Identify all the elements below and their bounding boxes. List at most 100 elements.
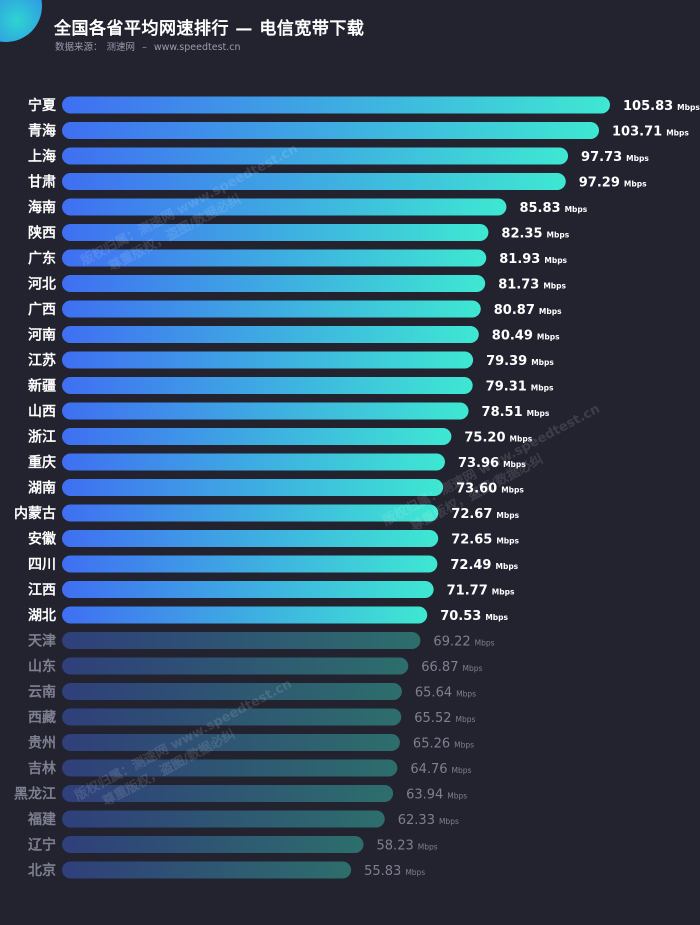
bar bbox=[62, 657, 409, 675]
bar bbox=[62, 122, 600, 139]
bar bbox=[62, 581, 434, 598]
value-number: 80.87 bbox=[494, 303, 535, 318]
bar bbox=[62, 606, 428, 624]
bar bbox=[62, 861, 352, 879]
value-number: 79.39 bbox=[486, 354, 527, 369]
category-label: 河南 bbox=[28, 327, 56, 344]
value-unit: Mbps bbox=[475, 639, 495, 648]
value-number: 72.49 bbox=[450, 558, 491, 573]
value-number: 71.77 bbox=[447, 584, 488, 599]
bar bbox=[62, 810, 385, 828]
value-number: 82.35 bbox=[501, 227, 542, 242]
chart-title: 全国各省平均网速排行 — 电信宽带下载 bbox=[54, 19, 365, 39]
source-url: www.speedtest.cn bbox=[153, 42, 241, 53]
value-unit: Mbps bbox=[547, 231, 570, 240]
value-label: 75.20 Mbps bbox=[464, 431, 532, 446]
value-label: 65.64 Mbps bbox=[415, 686, 476, 701]
value-number: 73.60 bbox=[456, 482, 497, 497]
source-name: 测速网 bbox=[106, 42, 136, 53]
value-unit: Mbps bbox=[462, 664, 482, 673]
value-number: 75.20 bbox=[464, 431, 505, 446]
value-number: 97.29 bbox=[579, 176, 620, 191]
value-number: 63.94 bbox=[406, 788, 443, 803]
category-label: 黑龙江 bbox=[14, 786, 56, 803]
bar bbox=[62, 402, 469, 420]
value-unit: Mbps bbox=[539, 307, 562, 316]
value-label: 65.52 Mbps bbox=[414, 711, 475, 726]
value-label: 63.94 Mbps bbox=[406, 788, 467, 803]
value-label: 64.76 Mbps bbox=[410, 762, 471, 777]
value-label: 80.87 Mbps bbox=[494, 303, 562, 318]
value-label: 73.60 Mbps bbox=[456, 482, 524, 497]
value-label: 70.53 Mbps bbox=[440, 609, 508, 624]
value-label: 71.77 Mbps bbox=[447, 584, 515, 599]
category-label: 四川 bbox=[28, 557, 56, 573]
value-label: 72.49 Mbps bbox=[450, 558, 518, 573]
value-label: 58.23 Mbps bbox=[377, 839, 438, 854]
value-number: 72.67 bbox=[451, 507, 492, 522]
value-unit: Mbps bbox=[624, 180, 647, 189]
bars-group: 宁夏 105.83 Mbps 青海 103.71 Mbps 上海 97.73 Mbps 甘肃 97.… bbox=[14, 96, 700, 879]
value-label: 80.49 Mbps bbox=[492, 329, 560, 344]
value-number: 105.83 bbox=[623, 99, 673, 114]
value-unit: Mbps bbox=[537, 333, 560, 342]
category-label: 广西 bbox=[28, 301, 56, 318]
category-label: 宁夏 bbox=[28, 97, 57, 114]
value-label: 81.93 Mbps bbox=[499, 252, 567, 267]
value-unit: Mbps bbox=[677, 103, 700, 112]
bar bbox=[62, 147, 569, 165]
category-label: 上海 bbox=[28, 148, 56, 165]
value-unit: Mbps bbox=[495, 562, 518, 571]
value-number: 79.31 bbox=[486, 380, 527, 395]
bar bbox=[62, 377, 473, 394]
bar bbox=[62, 300, 481, 318]
value-unit: Mbps bbox=[527, 409, 550, 418]
value-unit: Mbps bbox=[501, 486, 524, 495]
bar bbox=[62, 453, 445, 471]
value-label: 62.33 Mbps bbox=[398, 813, 459, 828]
value-label: 73.96 Mbps bbox=[458, 456, 526, 471]
value-label: 78.51 Mbps bbox=[482, 405, 550, 420]
value-label: 72.65 Mbps bbox=[451, 533, 519, 548]
value-label: 66.87 Mbps bbox=[421, 660, 482, 675]
category-label: 北京 bbox=[28, 862, 56, 879]
value-label: 105.83 Mbps bbox=[623, 99, 700, 114]
value-unit: Mbps bbox=[626, 154, 649, 163]
category-label: 海南 bbox=[28, 199, 56, 216]
value-label: 97.73 Mbps bbox=[581, 150, 649, 165]
bar bbox=[62, 326, 479, 343]
value-label: 82.35 Mbps bbox=[501, 227, 569, 242]
value-number: 78.51 bbox=[482, 405, 523, 420]
value-number: 58.23 bbox=[377, 839, 414, 854]
value-number: 65.26 bbox=[413, 737, 450, 752]
value-number: 81.93 bbox=[499, 252, 540, 267]
value-unit: Mbps bbox=[418, 843, 438, 852]
value-number: 85.83 bbox=[519, 201, 560, 216]
category-label: 山西 bbox=[28, 404, 56, 420]
value-unit: Mbps bbox=[456, 690, 476, 699]
bar bbox=[62, 351, 474, 369]
value-number: 55.83 bbox=[364, 864, 401, 879]
value-unit: Mbps bbox=[452, 766, 472, 775]
category-label: 甘肃 bbox=[28, 174, 56, 191]
category-label: 山东 bbox=[28, 658, 56, 675]
category-label: 陕西 bbox=[28, 225, 56, 242]
category-label: 安徽 bbox=[28, 531, 57, 548]
bar bbox=[62, 249, 487, 267]
value-unit: Mbps bbox=[544, 256, 567, 265]
value-unit: Mbps bbox=[565, 205, 588, 214]
category-label: 贵州 bbox=[28, 735, 56, 752]
value-number: 72.65 bbox=[451, 533, 492, 548]
category-label: 江苏 bbox=[28, 352, 56, 369]
value-number: 62.33 bbox=[398, 813, 435, 828]
bar bbox=[62, 479, 444, 496]
category-label: 重庆 bbox=[28, 454, 56, 471]
value-unit: Mbps bbox=[496, 511, 519, 520]
value-label: 79.31 Mbps bbox=[486, 380, 554, 395]
category-label: 福建 bbox=[27, 811, 56, 828]
category-label: 浙江 bbox=[28, 429, 56, 446]
value-unit: Mbps bbox=[510, 435, 533, 444]
bar bbox=[62, 785, 394, 802]
value-label: 79.39 Mbps bbox=[486, 354, 554, 369]
